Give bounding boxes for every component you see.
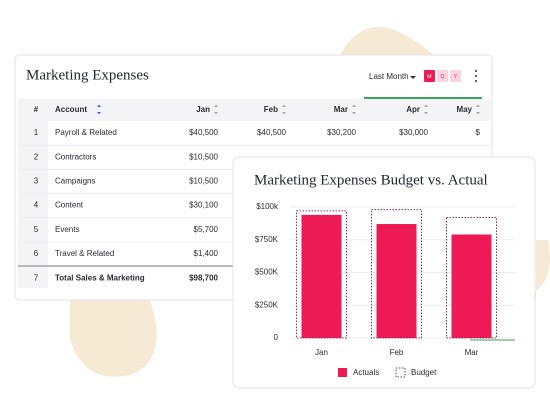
table-cell: Travel & Related [55, 249, 114, 258]
legend-swatch [338, 368, 347, 377]
period-button-label: M [427, 74, 431, 80]
header-row [18, 99, 492, 121]
period-button[interactable] [424, 70, 435, 82]
table-cell: Contractors [55, 152, 96, 161]
blob [70, 300, 157, 377]
table-cell: $10,500 [189, 152, 218, 161]
legend-label: Budget [411, 368, 437, 377]
table-cell: Content [55, 201, 84, 210]
column-header: Mar [334, 105, 348, 114]
x-tick-label: Feb [390, 348, 404, 357]
period-select[interactable]: Last Month [369, 72, 409, 81]
table-cell: 5 [34, 225, 39, 234]
sort-icon [282, 104, 286, 115]
blob [500, 240, 550, 300]
table-cell: Events [55, 225, 79, 234]
sort-icon [352, 104, 356, 115]
sort-icon [424, 104, 428, 115]
table-title: Marketing Expenses [26, 67, 149, 83]
table-cell: $40,500 [189, 128, 218, 137]
table-cell: 4 [34, 201, 39, 210]
table-cell: 7 [34, 273, 39, 282]
y-tick-label: $750K [255, 235, 279, 244]
table-cell: Campaigns [55, 177, 95, 186]
table-cell: 3 [34, 177, 39, 186]
index-column [18, 121, 48, 288]
period-button[interactable] [450, 70, 461, 82]
period-button-label: Y [454, 74, 458, 80]
column-header: May [456, 105, 472, 114]
budget-box [371, 209, 422, 339]
table-cell: Payroll & Related [55, 128, 117, 137]
x-tick-label: Mar [465, 348, 479, 357]
table-cell: $ [476, 128, 481, 137]
y-tick-label: $100k [256, 202, 279, 211]
column-header: Jan [196, 105, 210, 114]
chart-card: Marketing Expenses Budget vs. Actual 0 $2… [232, 156, 536, 389]
table-cell: 2 [34, 152, 39, 161]
budget-box [296, 210, 347, 339]
chart-title: Marketing Expenses Budget vs. Actual [254, 172, 488, 188]
table-cell: $1,400 [194, 249, 219, 258]
table-cell: 6 [34, 249, 39, 258]
column-header: # [34, 105, 39, 114]
table-cell: $10,500 [189, 177, 218, 186]
table-cell: 1 [34, 128, 39, 137]
sort-icon [476, 104, 480, 115]
y-tick-label: $500K [255, 268, 279, 277]
bar [451, 234, 492, 338]
sort-icon [214, 104, 218, 115]
dot [475, 80, 477, 82]
y-tick-label: $250K [255, 300, 279, 309]
bar [376, 224, 417, 338]
table-cell: $5,700 [194, 225, 219, 234]
budget-box [446, 216, 497, 339]
sort-icon [97, 104, 101, 115]
y-tick-label: 0 [274, 333, 279, 342]
table-cell: $40,500 [257, 128, 286, 137]
table-cell: $30,200 [327, 128, 356, 137]
column-header: Account [55, 105, 87, 114]
bar [301, 214, 342, 338]
column-header: Feb [264, 105, 278, 114]
legend-swatch [395, 367, 406, 378]
table-cell: $98,700 [189, 273, 218, 282]
table-cell: $30,000 [399, 128, 428, 137]
legend-label: Actuals [353, 368, 379, 377]
table-cell: $30,100 [189, 201, 218, 210]
period-button-label: Q [441, 74, 445, 80]
x-tick-label: Jan [315, 348, 328, 357]
column-header: Apr [406, 105, 420, 114]
dot [475, 70, 477, 72]
caret [410, 76, 416, 79]
dot [475, 75, 477, 77]
period-button[interactable] [437, 70, 448, 82]
table-cell: Total Sales & Marketing [55, 273, 145, 282]
